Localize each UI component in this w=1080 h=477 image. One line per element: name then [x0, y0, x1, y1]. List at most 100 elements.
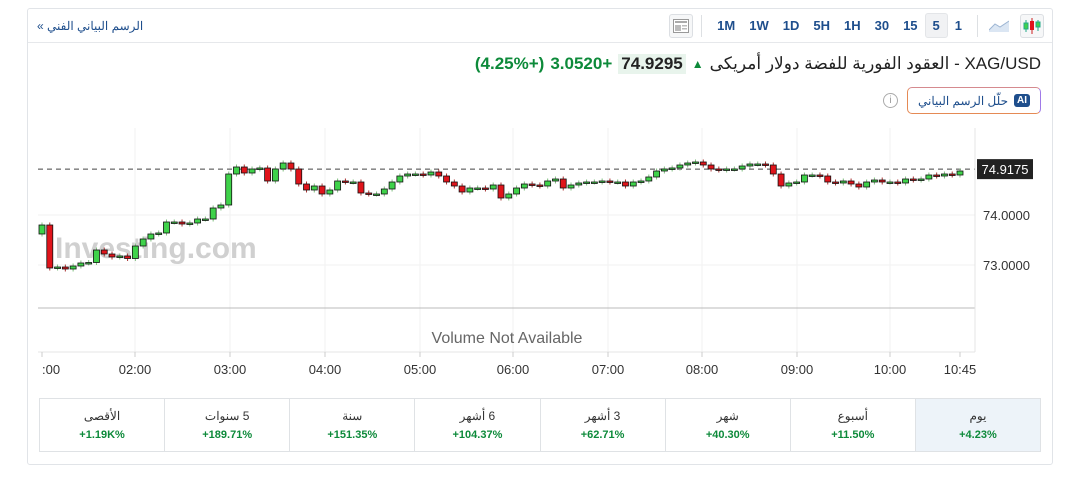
candle [124, 253, 131, 261]
technical-chart-link[interactable]: الرسم البياني الفني » [37, 19, 144, 33]
candle [692, 159, 699, 166]
candle-body [201, 218, 209, 221]
y-tick-label: 74.0000 [983, 208, 1030, 223]
candle-body [909, 178, 917, 181]
candle [474, 185, 482, 191]
candle-body [497, 184, 505, 199]
candle [785, 180, 793, 189]
candlestick-icon[interactable] [1020, 13, 1044, 38]
x-tick-label: 05:00 [404, 362, 437, 377]
timeframe-30[interactable]: 30 [874, 18, 890, 33]
period-cell[interactable]: الأقصى +1.19K% [40, 399, 164, 451]
period-label: سنة [342, 409, 363, 423]
candle-body [240, 166, 248, 174]
candle [450, 179, 458, 189]
candle-body [505, 193, 513, 199]
timeframe-1w[interactable]: 1W [749, 18, 769, 33]
candle-body [209, 207, 217, 220]
timeframe-5[interactable]: 5 [924, 13, 948, 38]
candle-body [318, 185, 326, 195]
period-cell[interactable]: 6 أشهر +104.37% [414, 399, 539, 451]
instrument-header: XAG/USD - العقود الفورية للفضة دولار أمر… [475, 54, 1041, 74]
period-cell[interactable]: أسبوع +11.50% [789, 399, 915, 451]
candle-body [528, 183, 536, 186]
candle [365, 190, 373, 197]
timeframe-15[interactable]: 15 [903, 18, 918, 33]
candle-body [948, 173, 956, 176]
candle-body [847, 180, 855, 185]
timeframe-5h[interactable]: 5H [813, 18, 830, 33]
x-tick-label: 07:00 [592, 362, 625, 377]
candle [622, 179, 629, 189]
candle-body [38, 224, 46, 235]
candle-body [575, 182, 583, 186]
period-cell[interactable]: شهر +40.30% [664, 399, 790, 451]
divider [701, 14, 703, 37]
candle-body [264, 167, 272, 182]
candle-body [248, 168, 256, 174]
candle [77, 260, 85, 269]
layout-icon[interactable] [669, 13, 694, 38]
candle-body [357, 181, 365, 194]
candle-body [69, 265, 77, 270]
candle [466, 185, 474, 195]
candle [295, 166, 303, 187]
candle [225, 171, 233, 208]
period-label: 5 سنوات [204, 409, 250, 423]
candle-body [894, 181, 902, 184]
timeframe-1d[interactable]: 1D [782, 18, 800, 33]
candle-body [147, 233, 155, 240]
price-change-percent: (+4.25%) [474, 54, 545, 73]
timeframe-1[interactable]: 1 [954, 18, 962, 33]
candle [668, 165, 676, 172]
candle-body [598, 180, 606, 183]
candle [380, 186, 388, 197]
candle-body [552, 178, 559, 182]
candle [948, 171, 956, 178]
candle-body [902, 178, 909, 184]
candle [832, 179, 839, 186]
candle-body [956, 170, 964, 176]
candle-body [77, 262, 85, 267]
candle [699, 159, 707, 168]
candle-body [730, 168, 738, 171]
candle-body [762, 163, 769, 166]
period-cell[interactable]: 3 أشهر +62.71% [539, 399, 665, 451]
candle [163, 219, 170, 236]
candle-body [186, 222, 194, 225]
candle-body [419, 173, 427, 176]
candle [956, 168, 964, 178]
candle [505, 191, 513, 201]
candle [777, 171, 785, 189]
period-cell[interactable]: سنة +151.35% [289, 399, 414, 451]
ai-button-label: حلّل الرسم البياني [917, 93, 1009, 108]
candle [528, 181, 536, 188]
candle [100, 247, 108, 257]
info-icon[interactable]: i [883, 93, 898, 108]
candle-body [458, 185, 466, 193]
x-tick-label: 10:45 [944, 362, 977, 377]
candle [147, 231, 155, 242]
candle-body [513, 187, 520, 195]
timeframe-1h[interactable]: 1H [843, 18, 861, 33]
candle [310, 183, 318, 193]
timeframe-1m[interactable]: 1M [717, 18, 736, 33]
period-cell[interactable]: 5 سنوات +189.71% [164, 399, 289, 451]
candle [847, 178, 855, 187]
candle [271, 166, 279, 184]
candle-body [692, 161, 699, 164]
candle [497, 182, 505, 201]
candle-body [754, 163, 762, 166]
period-change: +189.71% [202, 429, 253, 441]
area-chart-icon[interactable] [986, 14, 1012, 38]
candle [520, 181, 528, 191]
candle [653, 168, 660, 180]
candle [85, 260, 93, 266]
candle-body [54, 266, 61, 269]
x-tick-label: 09:00 [781, 362, 814, 377]
ai-analyze-chart-button[interactable]: AI حلّل الرسم البياني [907, 87, 1041, 114]
candle-body [863, 181, 871, 188]
candle [170, 219, 178, 225]
period-cell[interactable]: يوم +4.23% [914, 399, 1040, 451]
